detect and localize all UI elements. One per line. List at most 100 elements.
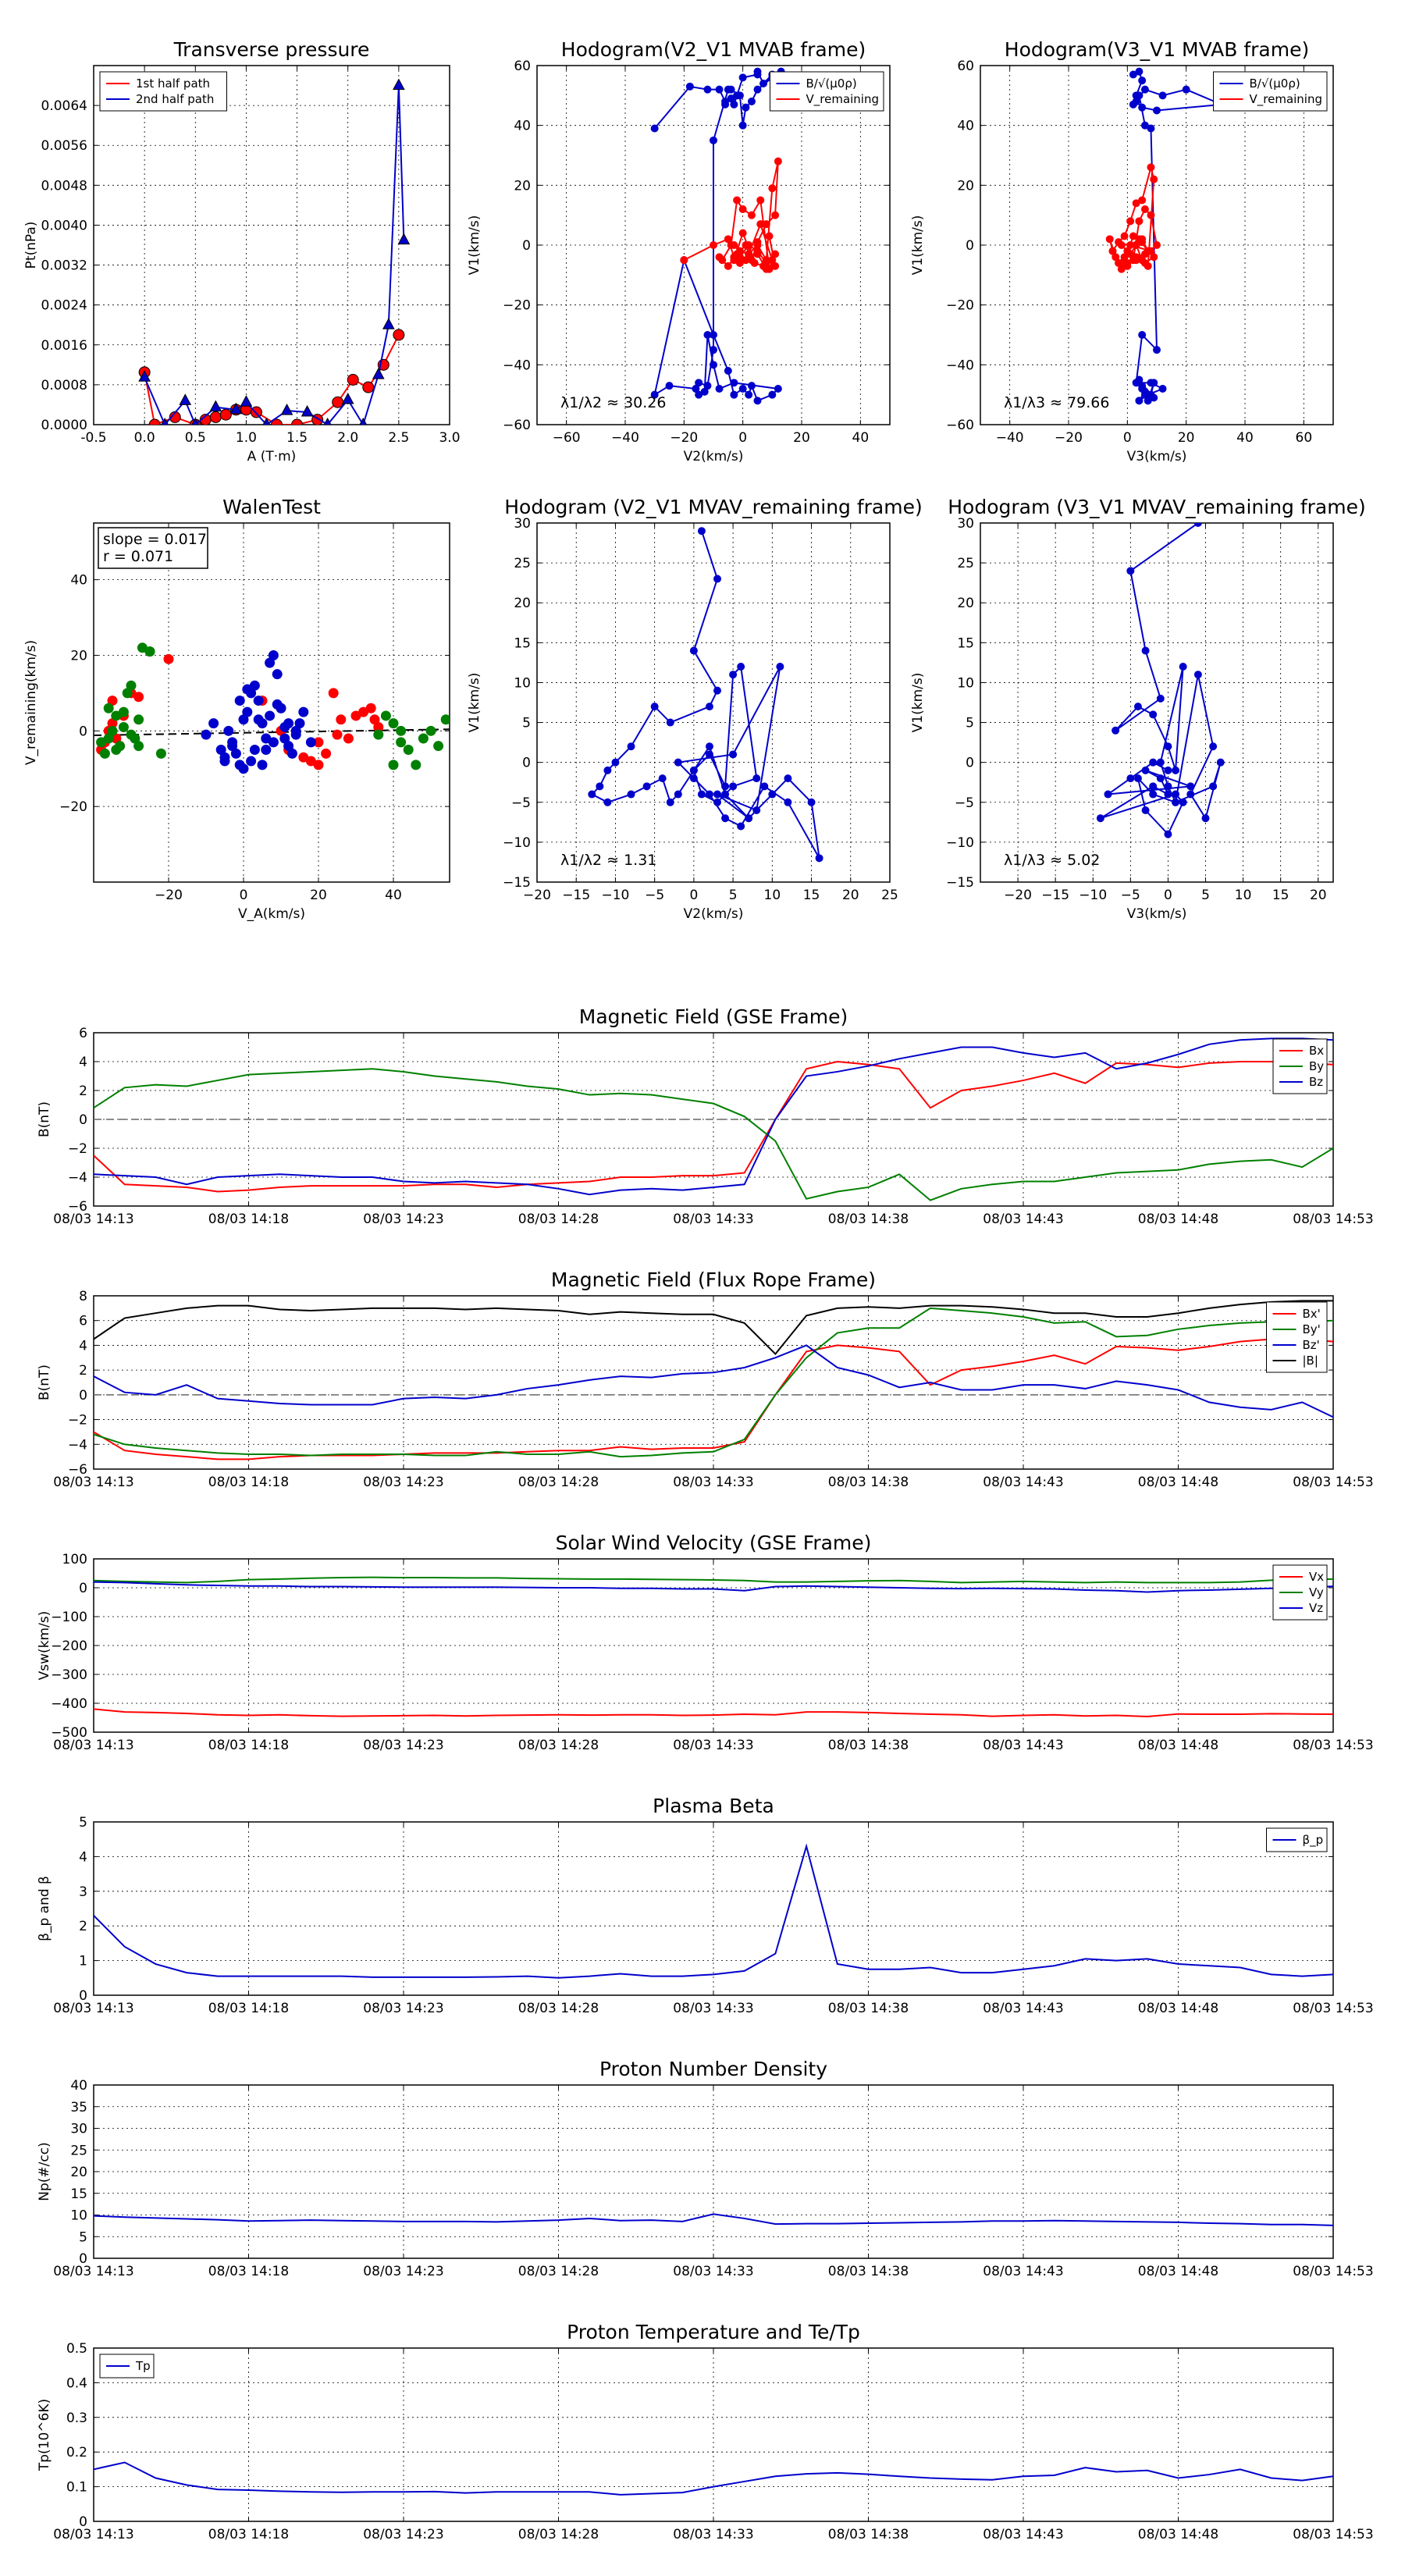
data-point — [301, 404, 314, 417]
y-tick-label: −20 — [59, 799, 87, 815]
legend-label: V_remaining — [806, 92, 880, 107]
y-tick-label: −200 — [51, 1638, 87, 1654]
data-point — [705, 742, 713, 751]
data-point — [768, 184, 777, 193]
chart-title: Proton Temperature and Te/Tp — [567, 2321, 860, 2343]
data-point — [1126, 567, 1135, 575]
legend-label: Vy — [1309, 1585, 1324, 1599]
axes-frame — [93, 2084, 1334, 2259]
y-tick-label: 15 — [514, 635, 531, 651]
y-tick-label: 4 — [79, 1338, 87, 1354]
x-tick-label: 40 — [1236, 430, 1254, 446]
data-point — [730, 390, 738, 399]
x-tick-label: 20 — [793, 430, 810, 446]
x-tick-label: 08/03 14:23 — [363, 2527, 443, 2542]
chart-title: Magnetic Field (GSE Frame) — [579, 1005, 848, 1028]
x-tick-label: 08/03 14:38 — [828, 2264, 909, 2279]
y-tick-label: 2 — [79, 1363, 87, 1379]
data-point — [219, 752, 230, 763]
y-tick-label: −4 — [68, 1437, 87, 1453]
data-point — [388, 718, 399, 729]
data-point — [718, 256, 727, 265]
data-point — [1120, 232, 1129, 240]
plot-area — [94, 1037, 1333, 1201]
y-tick-label: 0.0000 — [41, 418, 87, 433]
x-tick-label: 0 — [738, 430, 747, 446]
chart-title: Hodogram (V3_V1 MVAV_remaining frame) — [948, 496, 1366, 518]
data-point — [111, 710, 122, 721]
series-line-s0 — [94, 2213, 1333, 2226]
data-point — [756, 196, 765, 205]
x-tick-label: 08/03 14:28 — [518, 2001, 599, 2016]
y-tick-label: 20 — [957, 178, 974, 194]
data-point — [133, 692, 144, 703]
series-line-1sthalfpath — [144, 334, 400, 425]
data-point — [611, 758, 620, 767]
x-tick-label: 08/03 14:43 — [983, 1738, 1063, 1753]
y-tick-label: 100 — [62, 1552, 87, 1567]
data-point — [650, 390, 659, 399]
x-tick-label: 08/03 14:33 — [673, 2527, 753, 2542]
y-tick-label: 40 — [70, 573, 87, 589]
data-point — [1186, 782, 1195, 791]
series-line-vz — [94, 1581, 1333, 1593]
x-tick-label: 1.5 — [286, 430, 308, 446]
x-tick-label: −15 — [562, 888, 590, 903]
series-line-bx — [94, 1338, 1333, 1461]
data-point — [737, 822, 745, 831]
y-tick-label: 0.0040 — [41, 218, 87, 233]
data-point — [745, 390, 753, 399]
legend-label: Bz' — [1303, 1338, 1320, 1352]
data-point — [1150, 175, 1158, 183]
hodogram-v2v1-mvab-panel: −60 −40 −20 0 20 40 −60 −40 −20 0 20 40 60 Hodogram(V… — [467, 38, 891, 464]
data-point — [305, 737, 316, 748]
data-point — [1150, 379, 1158, 387]
y-tick-label: 5 — [966, 716, 974, 731]
data-point — [1147, 211, 1155, 219]
walen-test-panel: −20 0 20 40 −20 0 20 40 WalenTest V_A(km/s) V_rema… — [23, 496, 450, 922]
x-tick-label: 08/03 14:28 — [518, 1212, 599, 1227]
legend-label: Bz — [1309, 1075, 1323, 1089]
y-axis-label: Vsw(km/s) — [37, 1611, 52, 1681]
data-point — [1112, 253, 1120, 262]
data-point — [328, 688, 339, 699]
x-tick-label: 0 — [1123, 430, 1132, 446]
y-tick-label: 0.2 — [66, 2445, 87, 2460]
axes-frame — [93, 1295, 1334, 1470]
y-tick-label: 15 — [957, 635, 974, 651]
legend-box — [99, 71, 227, 112]
x-tick-label: 25 — [881, 888, 898, 903]
axes-frame — [93, 1821, 1334, 1996]
axes-frame — [93, 2347, 1334, 2522]
chart-title: Solar Wind Velocity (GSE Frame) — [556, 1532, 872, 1554]
x-tick-label: 08/03 14:38 — [828, 1212, 909, 1227]
y-axis-label: V1(km/s) — [467, 215, 482, 276]
proton-temperature-panel: 08/03 14:13 08/03 14:18 08/03 14:23 08/03 1… — [37, 2321, 1374, 2542]
data-point — [756, 220, 765, 229]
data-point — [279, 733, 290, 744]
data-point — [715, 85, 724, 94]
data-point — [768, 790, 777, 799]
data-point — [710, 241, 717, 249]
data-point — [118, 721, 129, 732]
data-point — [126, 729, 137, 740]
y-tick-label: 0 — [966, 756, 974, 771]
x-tick-label: 08/03 14:13 — [53, 1738, 133, 1753]
data-point — [268, 649, 279, 660]
data-point — [240, 395, 253, 407]
chart-title: Hodogram(V3_V1 MVAB frame) — [1005, 38, 1309, 61]
data-point — [742, 256, 750, 265]
data-point — [815, 854, 823, 863]
x-tick-label: 20 — [1310, 888, 1327, 903]
y-tick-label: 0 — [79, 2514, 87, 2530]
data-point — [729, 782, 738, 791]
data-point — [713, 575, 722, 583]
x-tick-label: 10 — [1235, 888, 1252, 903]
series-line-bz — [94, 1344, 1333, 1418]
data-point — [1140, 390, 1149, 399]
data-point — [703, 85, 712, 94]
data-point — [238, 763, 249, 774]
data-point — [1117, 241, 1126, 249]
data-point — [332, 396, 344, 408]
series-line-b0 — [653, 70, 782, 402]
